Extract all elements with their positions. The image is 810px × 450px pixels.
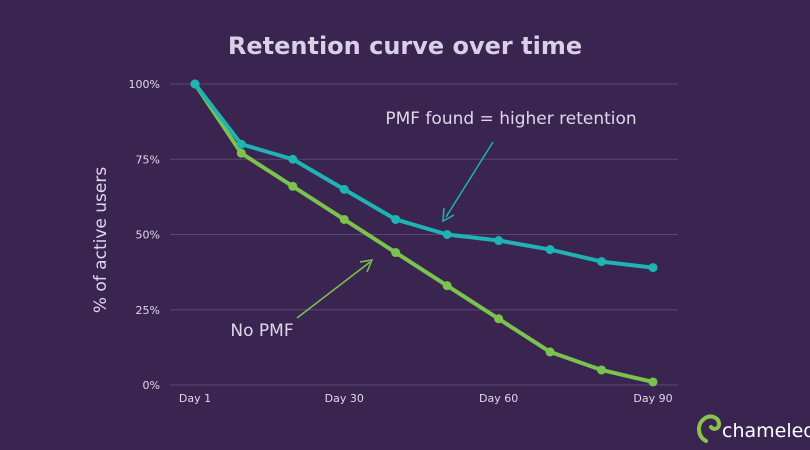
chart-title: Retention curve over time <box>228 32 582 60</box>
y-tick-label: 25% <box>136 304 160 317</box>
data-point-s0-7 <box>545 245 555 255</box>
chameleon-icon <box>697 414 722 443</box>
data-point-s0-2 <box>288 154 298 164</box>
data-point-s1-9 <box>648 377 658 387</box>
y-tick-label: 0% <box>143 379 160 392</box>
annotation-arrow-no-pmf <box>296 259 374 319</box>
data-point-s1-8 <box>597 365 607 375</box>
x-tick-label: Day 90 <box>633 392 672 405</box>
y-axis-label: % of active users <box>91 167 111 314</box>
annotation-arrow-pmf <box>442 141 494 223</box>
x-tick-label: Day 1 <box>179 392 211 405</box>
y-tick-labels: 0% 25% 50% 75% 100% <box>129 78 160 392</box>
gridlines <box>170 83 678 386</box>
brand-name: chameleon <box>722 420 810 442</box>
y-tick-label: 75% <box>136 153 160 166</box>
data-point-s1-5 <box>442 281 452 291</box>
data-point-s1-6 <box>494 314 504 324</box>
data-point-s1-3 <box>339 214 349 224</box>
data-point-s1-1 <box>236 148 246 158</box>
data-point-s1-4 <box>391 248 401 258</box>
data-point-s0-6 <box>494 236 504 246</box>
y-tick-label: 100% <box>129 78 160 91</box>
chameleon-logo: chameleon <box>697 414 810 443</box>
data-point-s1-2 <box>288 181 298 191</box>
data-point-s0-4 <box>391 214 401 224</box>
data-point-s0-5 <box>442 230 452 239</box>
data-point-s0-3 <box>339 184 349 194</box>
annotation-pmf-found: PMF found = higher retention <box>385 109 636 129</box>
data-point-s0-9 <box>648 263 658 273</box>
series-line-1 <box>193 82 655 384</box>
data-point-s0-1 <box>236 139 246 149</box>
annotation-no-pmf: No PMF <box>230 321 293 341</box>
x-tick-labels: Day 1 Day 30 Day 60 Day 90 <box>179 392 673 405</box>
x-tick-label: Day 30 <box>325 392 364 405</box>
y-tick-label: 50% <box>136 229 160 242</box>
x-tick-label: Day 60 <box>479 392 518 405</box>
series-line-0 <box>193 82 655 270</box>
series-lines <box>193 82 655 384</box>
data-point-s1-7 <box>545 347 555 357</box>
series-points <box>190 79 658 387</box>
data-point-s0-8 <box>597 257 607 267</box>
data-point-s0-0 <box>190 79 200 89</box>
